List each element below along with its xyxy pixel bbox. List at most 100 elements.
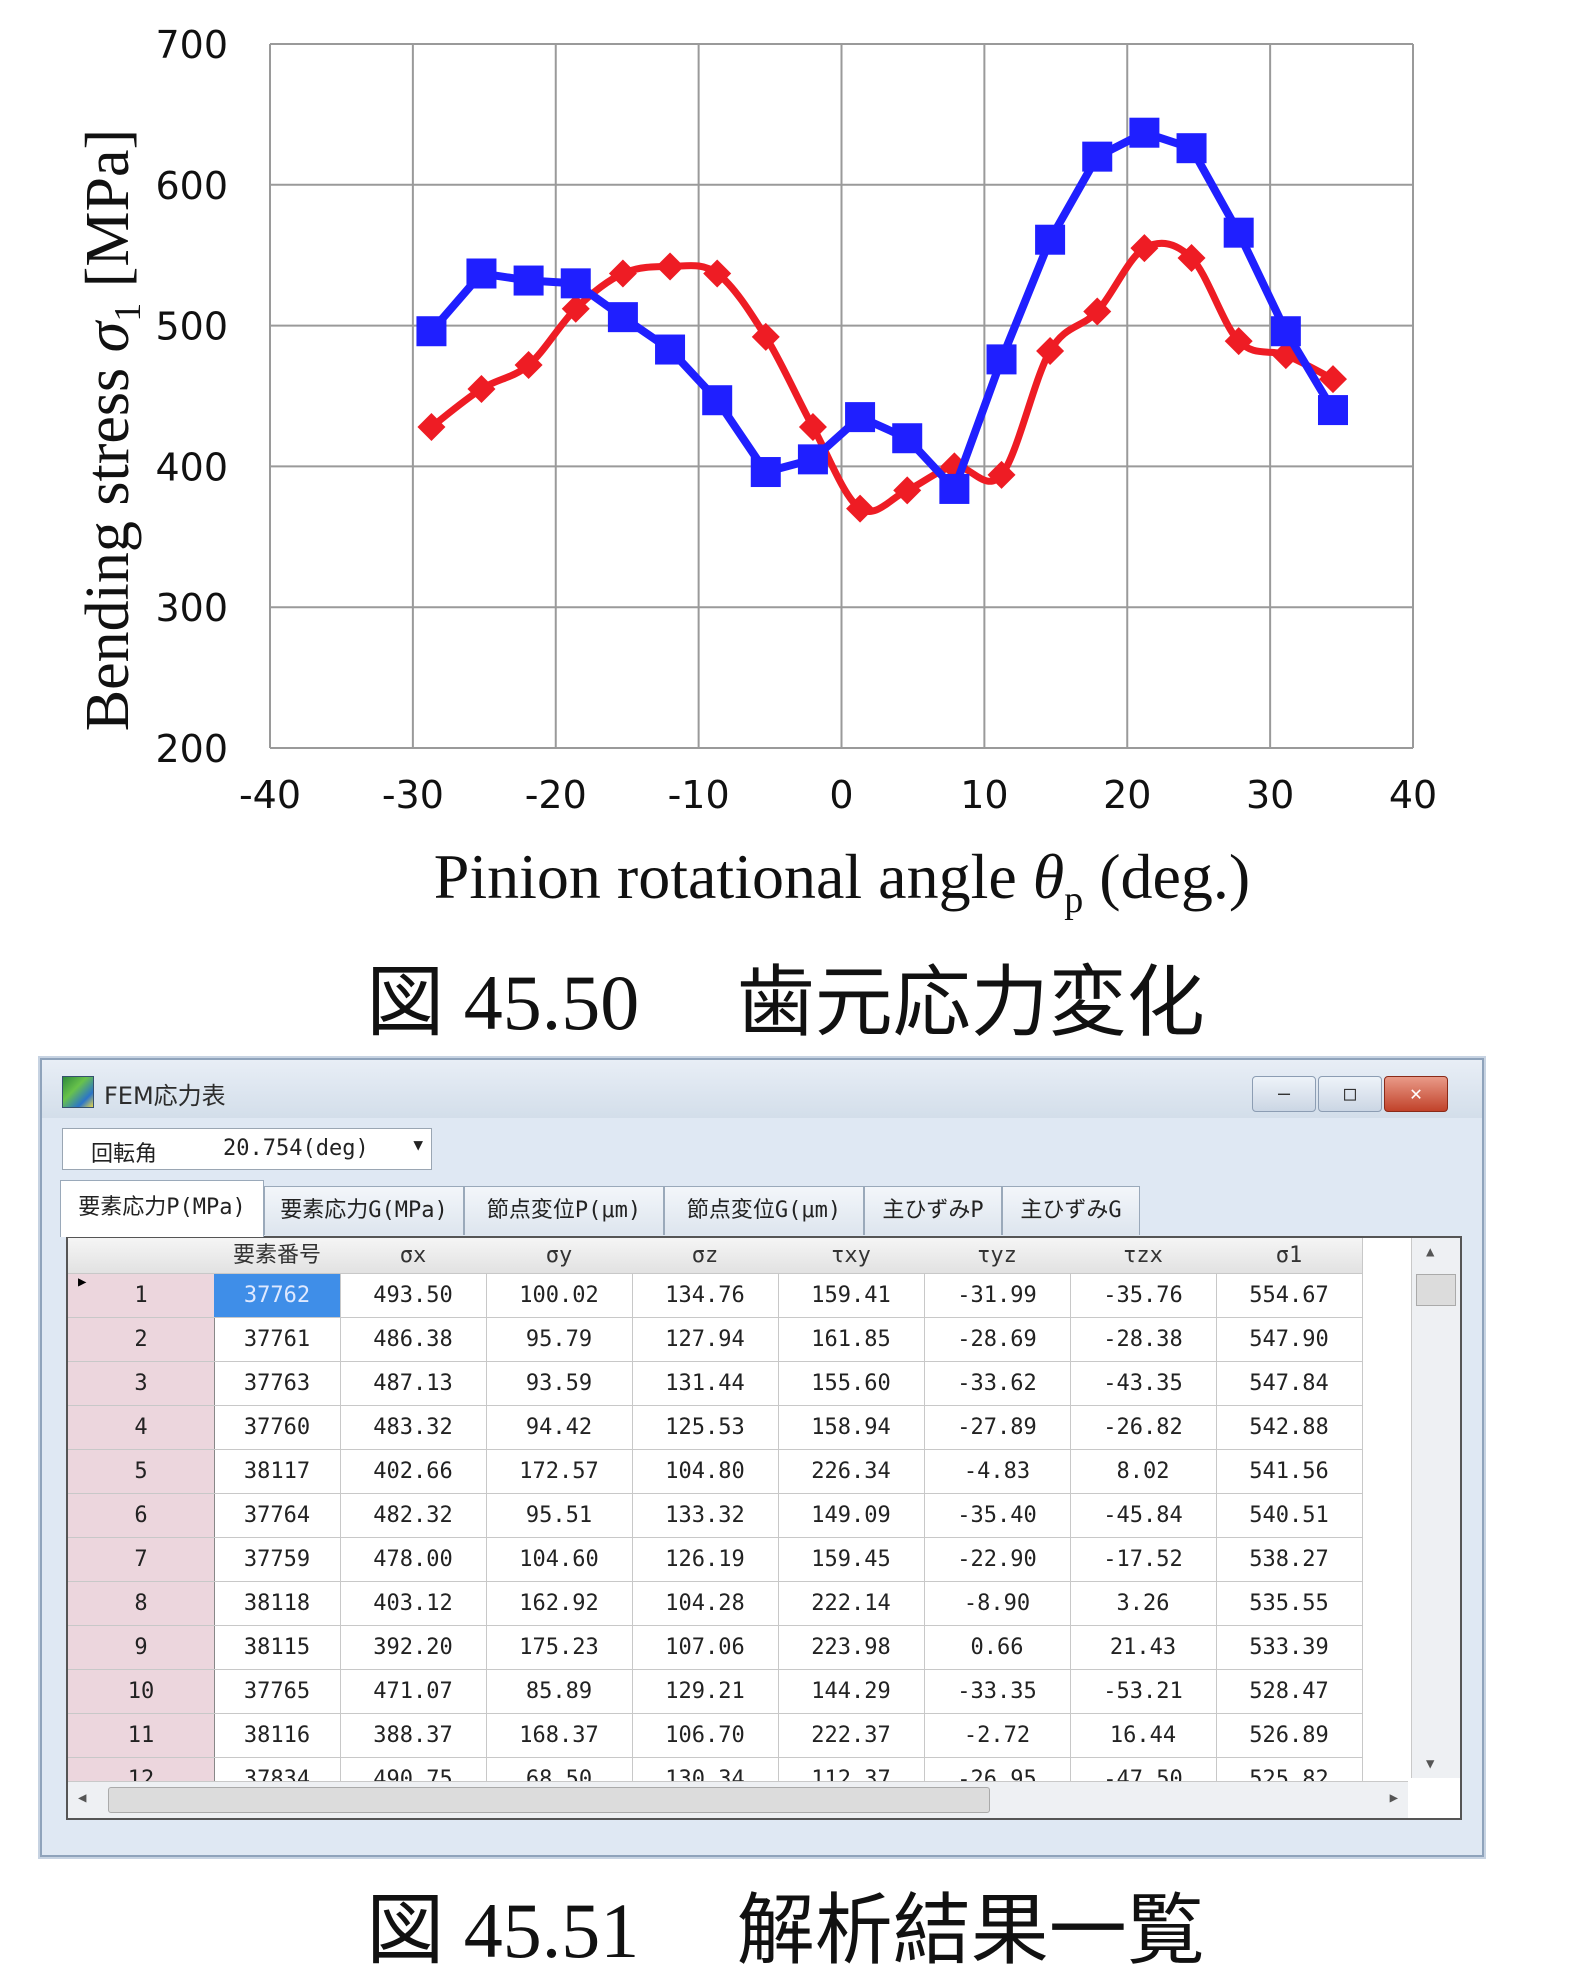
tab-4[interactable]: 節点変位G(μm): [664, 1186, 864, 1235]
table-cell[interactable]: -17.52: [1070, 1538, 1217, 1582]
table-cell[interactable]: 402.66: [340, 1450, 487, 1494]
table-cell[interactable]: -45.84: [1070, 1494, 1217, 1538]
table-row[interactable]: 4 37760 483.32 94.42 125.53 158.94 -27.89 -26.8…: [68, 1406, 1368, 1450]
table-cell[interactable]: 125.53: [632, 1406, 779, 1450]
table-cell[interactable]: 85.89: [486, 1670, 633, 1714]
table-row[interactable]: 10 37765 471.07 85.89 129.21 144.29 -33.35 -53.…: [68, 1670, 1368, 1714]
column-header[interactable]: τyz: [924, 1238, 1071, 1274]
table-cell[interactable]: -28.69: [924, 1318, 1071, 1362]
table-cell[interactable]: 104.60: [486, 1538, 633, 1582]
chevron-down-icon[interactable]: ▼: [413, 1135, 423, 1154]
table-cell[interactable]: 106.70: [632, 1714, 779, 1758]
table-cell[interactable]: 0.66: [924, 1626, 1071, 1670]
table-cell[interactable]: 104.80: [632, 1450, 779, 1494]
table-cell[interactable]: 538.27: [1216, 1538, 1363, 1582]
column-header[interactable]: σx: [340, 1238, 487, 1274]
table-cell[interactable]: 134.76: [632, 1274, 779, 1318]
table-cell[interactable]: 37760: [214, 1406, 341, 1450]
table-cell[interactable]: 487.13: [340, 1362, 487, 1406]
table-cell[interactable]: -33.35: [924, 1670, 1071, 1714]
row-number[interactable]: 2: [68, 1318, 215, 1362]
tab-2[interactable]: 要素応力G(MPa): [264, 1186, 464, 1235]
table-cell[interactable]: 133.32: [632, 1494, 779, 1538]
table-cell[interactable]: 388.37: [340, 1714, 487, 1758]
table-row[interactable]: 11 38116 388.37 168.37 106.70 222.37 -2.72 16.4…: [68, 1714, 1368, 1758]
table-row[interactable]: 1 ▶ 37762 493.50 100.02 134.76 159.41 -31.99 -35…: [68, 1274, 1368, 1318]
tab-3[interactable]: 節点変位P(μm): [464, 1186, 664, 1235]
table-cell[interactable]: 16.44: [1070, 1714, 1217, 1758]
table-cell[interactable]: 168.37: [486, 1714, 633, 1758]
table-cell[interactable]: 3.26: [1070, 1582, 1217, 1626]
table-cell[interactable]: 540.51: [1216, 1494, 1363, 1538]
table-cell[interactable]: 94.42: [486, 1406, 633, 1450]
table-cell[interactable]: -53.21: [1070, 1670, 1217, 1714]
table-cell[interactable]: 554.67: [1216, 1274, 1363, 1318]
table-cell[interactable]: 172.57: [486, 1450, 633, 1494]
table-cell[interactable]: 223.98: [778, 1626, 925, 1670]
row-number[interactable]: 7: [68, 1538, 215, 1582]
scroll-left-icon[interactable]: ◀: [78, 1790, 87, 1806]
table-row[interactable]: 8 38118 403.12 162.92 104.28 222.14 -8.90 3.26 5…: [68, 1582, 1368, 1626]
horizontal-scrollbar[interactable]: ◀ ▶: [68, 1781, 1408, 1818]
row-number[interactable]: 8: [68, 1582, 215, 1626]
table-cell[interactable]: 222.14: [778, 1582, 925, 1626]
table-cell[interactable]: 392.20: [340, 1626, 487, 1670]
table-cell[interactable]: 107.06: [632, 1626, 779, 1670]
maximize-button[interactable]: □: [1318, 1076, 1382, 1112]
tab-6[interactable]: 主ひずみG: [1002, 1186, 1140, 1235]
table-cell[interactable]: -27.89: [924, 1406, 1071, 1450]
table-cell[interactable]: 542.88: [1216, 1406, 1363, 1450]
table-cell[interactable]: 403.12: [340, 1582, 487, 1626]
table-cell[interactable]: -8.90: [924, 1582, 1071, 1626]
table-cell[interactable]: 37765: [214, 1670, 341, 1714]
close-button[interactable]: ✕: [1384, 1076, 1448, 1112]
table-row[interactable]: 7 37759 478.00 104.60 126.19 159.45 -22.90 -17.…: [68, 1538, 1368, 1582]
table-cell[interactable]: 37759: [214, 1538, 341, 1582]
table-cell[interactable]: -43.35: [1070, 1362, 1217, 1406]
vertical-scroll-thumb[interactable]: [1416, 1274, 1456, 1306]
table-cell[interactable]: 159.41: [778, 1274, 925, 1318]
table-row[interactable]: 2 37761 486.38 95.79 127.94 161.85 -28.69 -28.3…: [68, 1318, 1368, 1362]
table-cell[interactable]: -26.82: [1070, 1406, 1217, 1450]
table-cell[interactable]: 95.79: [486, 1318, 633, 1362]
tab-5[interactable]: 主ひずみP: [864, 1186, 1002, 1235]
row-number[interactable]: 1: [68, 1274, 215, 1318]
table-cell[interactable]: 222.37: [778, 1714, 925, 1758]
horizontal-scroll-thumb[interactable]: [108, 1787, 990, 1813]
column-header[interactable]: 要素番号: [214, 1238, 341, 1274]
table-cell[interactable]: 8.02: [1070, 1450, 1217, 1494]
table-cell[interactable]: -35.76: [1070, 1274, 1217, 1318]
table-cell[interactable]: 144.29: [778, 1670, 925, 1714]
table-cell[interactable]: 127.94: [632, 1318, 779, 1362]
table-row[interactable]: 6 37764 482.32 95.51 133.32 149.09 -35.40 -45.8…: [68, 1494, 1368, 1538]
row-number[interactable]: 4: [68, 1406, 215, 1450]
table-cell[interactable]: 100.02: [486, 1274, 633, 1318]
table-cell[interactable]: 149.09: [778, 1494, 925, 1538]
table-cell[interactable]: 493.50: [340, 1274, 487, 1318]
scroll-up-icon[interactable]: ▲: [1426, 1244, 1435, 1260]
table-cell[interactable]: 37764: [214, 1494, 341, 1538]
table-cell[interactable]: 38115: [214, 1626, 341, 1670]
table-cell[interactable]: 547.84: [1216, 1362, 1363, 1406]
table-cell[interactable]: -22.90: [924, 1538, 1071, 1582]
table-cell[interactable]: 541.56: [1216, 1450, 1363, 1494]
table-cell[interactable]: 155.60: [778, 1362, 925, 1406]
table-cell[interactable]: 37763: [214, 1362, 341, 1406]
table-cell[interactable]: 175.23: [486, 1626, 633, 1670]
table-cell[interactable]: 126.19: [632, 1538, 779, 1582]
table-cell[interactable]: 21.43: [1070, 1626, 1217, 1670]
scroll-down-icon[interactable]: ▼: [1426, 1756, 1435, 1772]
tab-1[interactable]: 要素応力P(MPa): [60, 1180, 264, 1237]
table-cell[interactable]: 528.47: [1216, 1670, 1363, 1714]
table-cell[interactable]: 478.00: [340, 1538, 487, 1582]
rotation-angle-select[interactable]: 回転角 20.754(deg) ▼: [62, 1128, 432, 1170]
scroll-right-icon[interactable]: ▶: [1389, 1790, 1398, 1806]
table-cell[interactable]: 95.51: [486, 1494, 633, 1538]
table-cell[interactable]: 38116: [214, 1714, 341, 1758]
table-cell[interactable]: 38117: [214, 1450, 341, 1494]
table-cell[interactable]: 162.92: [486, 1582, 633, 1626]
table-cell[interactable]: 159.45: [778, 1538, 925, 1582]
column-header[interactable]: τzx: [1070, 1238, 1217, 1274]
table-cell[interactable]: 483.32: [340, 1406, 487, 1450]
table-cell[interactable]: 161.85: [778, 1318, 925, 1362]
